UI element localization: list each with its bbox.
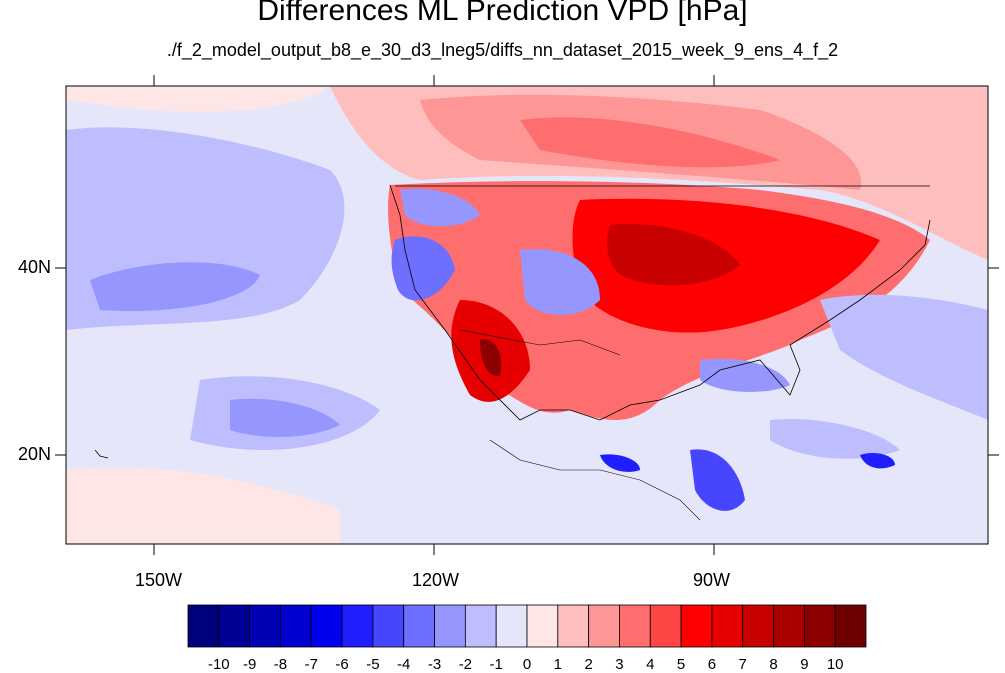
colorbar-swatch — [834, 604, 867, 648]
plains-max-red — [607, 224, 740, 286]
colorbar-label: -4 — [397, 656, 411, 673]
north-pink-patch — [66, 86, 330, 112]
colorbar-swatch — [280, 604, 312, 648]
colorbar-swatch — [249, 604, 281, 648]
colorbar-label: 6 — [707, 656, 717, 673]
map-frame — [65, 85, 989, 545]
colorbar-swatch — [773, 604, 805, 648]
axis-ticks — [55, 75, 999, 555]
colorbar-label: -6 — [335, 656, 349, 673]
gulf-blue-patch — [700, 358, 790, 392]
colorbar-label: 1 — [553, 656, 562, 673]
map-title: Differences ML Prediction VPD [hPa] — [257, 0, 748, 27]
southwest-max-red — [480, 339, 502, 376]
colorbar-swatch — [619, 604, 651, 648]
rockies-blue-patch — [520, 249, 600, 315]
us-mexico-border — [459, 329, 621, 356]
lon-label-150w: 150W — [135, 570, 183, 590]
mexico-blue-spot — [600, 454, 640, 472]
colorbar-label: -8 — [273, 656, 288, 673]
colorbar-label: 10 — [826, 656, 844, 673]
hawaii-islands — [94, 449, 109, 459]
south-pink-patch — [66, 467, 340, 544]
colorbar-swatch — [218, 604, 251, 648]
caribbean-blue-spot — [860, 453, 895, 469]
colorbar-swatch — [495, 604, 528, 648]
colorbar-label: 7 — [738, 656, 747, 673]
atlantic-blue — [820, 294, 988, 420]
colorbar-swatch — [187, 604, 220, 648]
colorbar-swatch — [341, 604, 374, 648]
colorbar-swatch — [526, 604, 559, 648]
colorbar-label: -3 — [427, 656, 442, 673]
colorbar-swatch — [711, 604, 744, 648]
colorbar-swatch — [588, 604, 620, 648]
colorbar-label: -7 — [304, 656, 318, 673]
colorbar-label: -5 — [366, 656, 380, 673]
subtropic-deep-patch — [230, 398, 340, 437]
colorbar-swatch — [403, 604, 435, 648]
colorbar-label: 2 — [584, 656, 593, 673]
colorbar-swatch — [372, 604, 405, 648]
colorbar-label: -10 — [207, 656, 230, 673]
colorbar-label: 4 — [646, 656, 655, 673]
colorbar-label: 5 — [676, 656, 686, 673]
colorbar-swatch — [742, 604, 774, 648]
map-field — [66, 86, 988, 544]
map-subtitle: ./f_2_model_output_b8_e_30_d3_lneg5/diff… — [166, 40, 839, 60]
colorbar-swatch — [310, 604, 343, 648]
colorbar-swatch — [803, 604, 836, 648]
pacific-deep-patch — [90, 262, 260, 311]
lat-label-40n: 40N — [18, 257, 52, 277]
colorbar-label: -9 — [242, 656, 257, 673]
canada-strong-red — [520, 117, 780, 168]
california-blue-patch — [391, 236, 455, 301]
colorbar-label: 8 — [769, 656, 778, 673]
lat-label-20n: 20N — [18, 444, 52, 464]
colorbar-label: -1 — [489, 656, 503, 673]
northwest-blue-patch — [400, 188, 480, 227]
central-america-blue — [690, 449, 745, 511]
coastline — [389, 184, 931, 421]
colorbar-swatch — [557, 604, 590, 648]
caribbean-blue — [770, 419, 900, 459]
colorbar-swatch — [434, 604, 466, 648]
colorbar-label: 0 — [522, 656, 532, 673]
colorbar-swatch — [464, 604, 497, 648]
lon-label-120w: 120W — [412, 570, 460, 590]
colorbar-swatch — [649, 604, 682, 648]
lon-label-90w: 90W — [693, 570, 731, 590]
colorbar-swatch — [680, 604, 713, 648]
colorbar-label: -2 — [458, 656, 473, 673]
colorbar-label: 9 — [800, 656, 809, 673]
mexico-coast — [489, 439, 701, 521]
colorbar — [187, 604, 867, 648]
colorbar-label: 3 — [615, 656, 624, 673]
